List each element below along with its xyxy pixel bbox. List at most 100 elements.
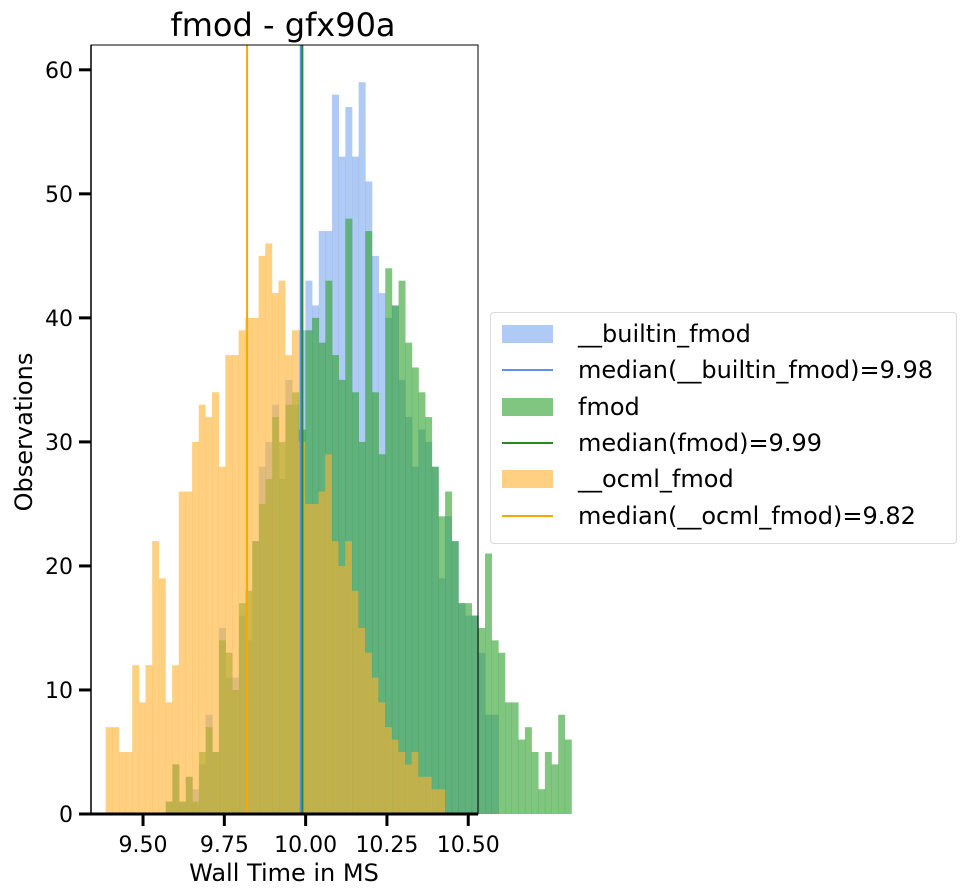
histogram-bar [458, 603, 466, 814]
histogram-bar [351, 590, 359, 814]
y-tick-label: 60 [45, 59, 73, 84]
histogram-bar [564, 739, 572, 814]
histogram-bar [291, 330, 299, 814]
histogram-bar [384, 727, 392, 814]
x-tick-label: 10.00 [274, 833, 337, 858]
histogram-bar [445, 491, 453, 814]
x-tick-label: 9.50 [119, 833, 168, 858]
legend-line [502, 514, 553, 517]
histogram-bar [431, 466, 439, 814]
histogram-bar [325, 454, 333, 814]
histogram-bar [212, 392, 219, 814]
histogram-bar [125, 751, 133, 814]
histogram-bar [105, 727, 113, 814]
histogram-bar [491, 640, 499, 814]
histogram-bar [225, 355, 233, 814]
series-__ocml_fmod [105, 243, 446, 815]
y-tick-label: 30 [45, 431, 73, 456]
legend-entry: median(fmod)=9.99 [491, 428, 956, 458]
histogram-bar [538, 789, 546, 814]
y-tick-label: 0 [59, 803, 73, 828]
legend-label: __builtin_fmod [578, 320, 751, 348]
histogram-bar [238, 330, 246, 814]
histogram-bar [531, 751, 539, 814]
histogram-bar [411, 751, 419, 814]
legend-label: fmod [578, 392, 640, 421]
histogram-bar [378, 454, 386, 814]
histogram-bar [424, 776, 432, 814]
histogram-bar [172, 665, 180, 814]
legend-entry: median(__ocml_fmod)=9.82 [491, 501, 956, 531]
histogram-bar [451, 541, 459, 814]
histogram-bar [385, 268, 393, 814]
histogram-bar [251, 317, 259, 814]
histogram-bar [205, 417, 213, 814]
chart-title: fmod - gfx90a [170, 6, 395, 44]
histogram-bar [485, 553, 492, 814]
histogram-bar [158, 578, 166, 814]
histogram-bar [185, 491, 193, 814]
histogram-bar [345, 218, 353, 814]
histogram-bar [345, 541, 352, 814]
histogram-bar [118, 751, 126, 814]
x-tick-label: 10.25 [355, 833, 418, 858]
y-tick-label: 10 [45, 679, 73, 704]
median-lines [246, 45, 304, 814]
histogram-bar [338, 565, 346, 814]
histogram-bar [371, 677, 379, 814]
histogram-bar [524, 727, 532, 814]
x-tick-label: 9.75 [200, 833, 249, 858]
y-tick-label: 20 [45, 555, 73, 580]
histogram-bar [558, 714, 566, 814]
histogram-bar [418, 776, 426, 814]
histogram-bars [105, 82, 572, 815]
histogram-bar [258, 255, 266, 815]
histogram-bar [465, 603, 473, 814]
y-tick-label: 40 [45, 307, 73, 332]
legend-label: median(__ocml_fmod)=9.82 [578, 501, 916, 530]
histogram-bar [365, 652, 372, 814]
legend-label: __ocml_fmod [578, 465, 734, 494]
histogram-bar [152, 541, 160, 814]
legend-label: median(__builtin_fmod)=9.98 [578, 356, 934, 385]
legend-patch [502, 325, 553, 343]
histogram-bar [198, 404, 206, 814]
histogram-bar [411, 367, 419, 814]
x-axis-ticks: 9.50 9.75 10.00 10.25 10.50 [119, 814, 500, 858]
histogram-bar [305, 503, 313, 814]
histogram-bar [438, 516, 446, 814]
histogram-bar [398, 751, 406, 814]
histogram-bar [145, 665, 153, 814]
histogram-bar [138, 702, 146, 814]
legend-patch [502, 397, 553, 416]
histogram-bar [391, 739, 399, 814]
y-tick-label: 50 [45, 183, 73, 208]
histogram-bar [404, 764, 412, 814]
histogram-bar [358, 627, 366, 814]
histogram-bar [478, 627, 486, 814]
legend-patch [502, 470, 553, 489]
histogram-bar [231, 355, 239, 814]
histogram-bar [365, 231, 373, 815]
histogram-bar [425, 417, 433, 814]
histogram-bar [132, 665, 140, 814]
histogram-bar [398, 280, 406, 814]
histogram-bar [518, 739, 526, 814]
histogram-bar [504, 702, 512, 814]
histogram-bar [405, 342, 413, 814]
histogram-bar [544, 751, 552, 814]
histogram-bar [438, 789, 446, 814]
histogram-bar [112, 727, 120, 814]
histogram-bar [371, 392, 379, 814]
legend-entry: __builtin_fmod [491, 319, 956, 349]
histogram-bar [318, 491, 326, 814]
histogram-bar [178, 491, 186, 814]
legend-entry: fmod [491, 392, 956, 422]
histogram-bar [551, 764, 559, 814]
legend-line [502, 441, 553, 444]
legend-entry: __ocml_fmod [491, 464, 956, 494]
legend-line [502, 369, 553, 372]
axes [90, 44, 479, 816]
histogram-bar [245, 317, 253, 814]
legend-entry: median(__builtin_fmod)=9.98 [491, 355, 956, 385]
